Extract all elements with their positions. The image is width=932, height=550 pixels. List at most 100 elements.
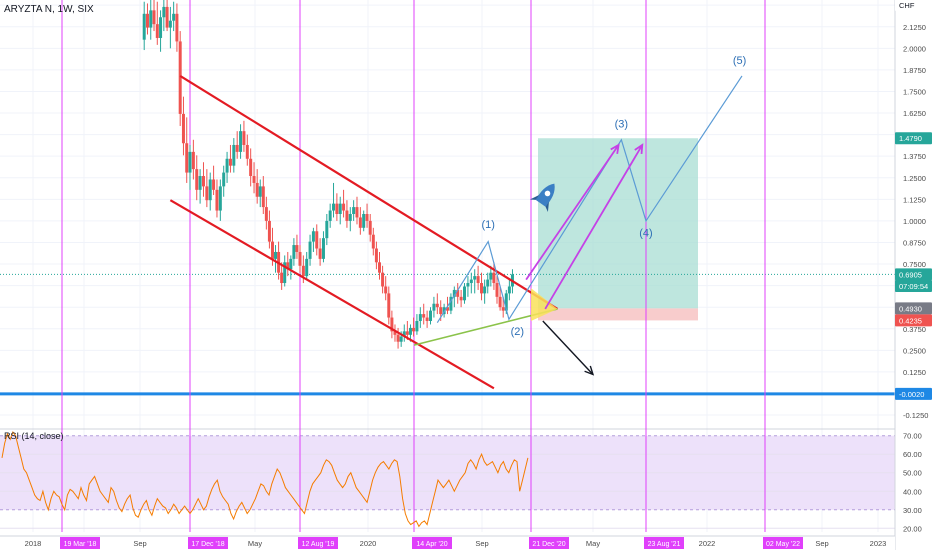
candle-body <box>393 331 397 335</box>
rocket-body <box>535 183 555 207</box>
candle-body <box>384 286 388 294</box>
candle-body <box>415 321 419 332</box>
price-tick-label: 0.7500 <box>903 260 926 269</box>
candle-body <box>507 286 511 294</box>
candle-body <box>501 307 505 311</box>
candle-body <box>473 276 477 280</box>
projection-arrow-2-head <box>634 143 644 155</box>
candle-body <box>466 283 470 287</box>
candle-body <box>489 272 493 280</box>
date-tag <box>188 537 228 549</box>
candle-body <box>142 13 146 40</box>
candle-body <box>396 334 400 342</box>
candle-body <box>308 241 312 259</box>
candle-body <box>267 220 271 242</box>
candle-body <box>387 293 391 318</box>
candle-body <box>264 207 268 221</box>
candle-body <box>188 151 192 173</box>
price-tag-label: 0.4235 <box>899 316 922 325</box>
price-tick-label: 1.3750 <box>903 152 926 161</box>
price-tick-label: 0.1250 <box>903 368 926 377</box>
date-tag-label: 19 Mar '18 <box>64 541 97 548</box>
candle-body <box>422 314 426 318</box>
candle-body <box>149 10 153 28</box>
candle-body <box>165 6 169 28</box>
candle-body <box>365 214 369 221</box>
candle-body <box>452 289 456 297</box>
candle-body <box>191 151 195 170</box>
rsi-tick-label: 30.00 <box>903 506 922 515</box>
candle-body <box>476 276 480 284</box>
rocket-icon <box>529 183 555 213</box>
price-tick-label: 1.1250 <box>903 195 926 204</box>
candle-body <box>399 336 403 342</box>
channel-upper <box>179 74 559 310</box>
price-tick-label: -0.1250 <box>903 411 928 420</box>
price-tick-label: 1.7500 <box>903 87 926 96</box>
rsi-tick-label: 70.00 <box>903 432 922 441</box>
price-tag-label: 1.4790 <box>899 134 922 143</box>
price-tag <box>895 314 932 327</box>
candle-body <box>255 182 259 197</box>
date-tag <box>298 537 338 549</box>
time-tick-label: Sep <box>815 539 828 548</box>
candle-body <box>495 283 499 297</box>
candle-body <box>228 158 232 166</box>
candle-body <box>198 176 202 190</box>
candle-body <box>483 286 487 294</box>
price-tick-label: 1.2500 <box>903 174 926 183</box>
candle-body <box>439 307 443 315</box>
time-tick-label: 2018 <box>25 539 42 548</box>
candle-body <box>185 143 189 173</box>
channel-lower <box>169 199 495 390</box>
wave-label: (5) <box>733 55 746 67</box>
vertical-date-lines <box>61 0 766 532</box>
rsi-tick-label: 20.00 <box>903 524 922 533</box>
candle-body <box>252 176 256 183</box>
candle-body <box>338 203 342 214</box>
bearish-arrow-head <box>584 365 595 376</box>
candle-body <box>402 331 406 337</box>
price-tag <box>895 279 932 292</box>
target-zone <box>538 138 698 309</box>
candle-body <box>181 113 185 144</box>
candle-body <box>480 283 484 294</box>
price-tick-label: 0.3750 <box>903 325 926 334</box>
time-tick-label: Sep <box>475 539 488 548</box>
rsi-tick-label: 50.00 <box>903 469 922 478</box>
candle-body <box>418 314 422 321</box>
candle-body <box>371 234 375 249</box>
candle-body <box>352 207 356 214</box>
candle-body <box>325 220 329 239</box>
candle-body <box>315 231 319 249</box>
candle-body <box>201 176 205 187</box>
candle-body <box>283 262 287 284</box>
rsi-title: RSI (14, close) <box>4 431 64 441</box>
candle-body <box>212 179 216 190</box>
price-tag-label: 0.6905 <box>899 270 922 279</box>
candle-body <box>305 258 309 277</box>
candle-body <box>235 144 239 152</box>
price-tick-label: 1.8750 <box>903 66 926 75</box>
stop-zone <box>538 308 698 321</box>
candle-body <box>435 303 439 308</box>
candle-body <box>168 20 172 28</box>
candle-body <box>390 317 394 332</box>
candle-body <box>274 251 278 259</box>
rsi-panel <box>0 428 932 529</box>
time-tick-label: 2020 <box>360 539 377 548</box>
candle-body <box>486 279 490 287</box>
candle-body <box>222 172 226 187</box>
candle-body <box>208 179 212 201</box>
candle-body <box>292 245 296 259</box>
candle-body <box>261 186 265 208</box>
candle-body <box>295 245 299 252</box>
wave-label: (4) <box>639 227 652 239</box>
candle-body <box>159 17 163 38</box>
price-tag <box>895 132 932 145</box>
projection-arrow-2 <box>544 144 644 310</box>
candle-body <box>425 317 429 321</box>
candle-body <box>469 279 473 284</box>
